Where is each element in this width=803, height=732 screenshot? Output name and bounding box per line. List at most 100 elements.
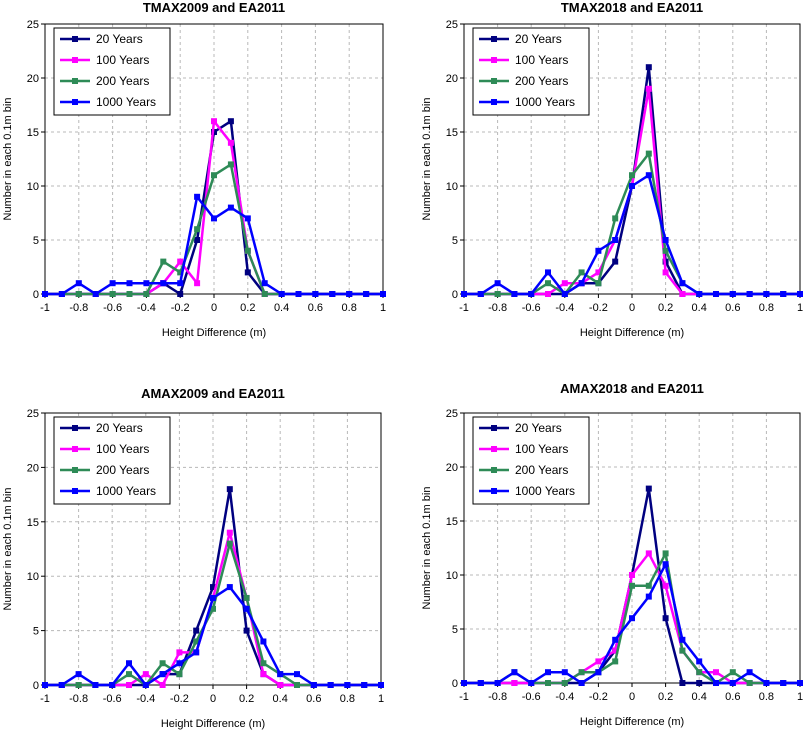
y-axis-label: Number in each 0.1m bin — [421, 487, 433, 610]
x-tick-label: -0.2 — [171, 302, 190, 314]
data-point — [58, 682, 65, 688]
legend-swatch-marker — [72, 36, 78, 42]
chart-panel-4: AMAX2018 and EA2011 -1 -0.8 -0.6 -0.4 -0.2 0 0.… — [421, 381, 803, 728]
y-tick-label: 25 — [446, 408, 458, 420]
x-tick-label: -0.6 — [103, 302, 122, 314]
data-point — [662, 550, 669, 557]
x-tick-label: 0 — [629, 691, 635, 703]
legend-label: 100 Years — [515, 442, 568, 456]
data-point — [477, 680, 484, 686]
data-point — [260, 638, 267, 645]
data-point — [243, 627, 250, 634]
x-tick-label: 0.2 — [240, 302, 255, 314]
data-point — [363, 291, 370, 297]
data-point — [261, 280, 268, 287]
x-tick-label: 1 — [380, 302, 386, 314]
legend-label: 20 Years — [96, 32, 143, 46]
data-point — [612, 647, 619, 654]
data-point — [142, 671, 149, 678]
data-point — [595, 269, 602, 276]
data-point — [42, 682, 48, 688]
data-point — [244, 269, 251, 276]
data-point — [545, 269, 551, 276]
data-point — [75, 291, 82, 297]
data-point — [629, 582, 635, 589]
legend-swatch-marker — [491, 78, 497, 84]
x-tick-label: -0.2 — [589, 302, 608, 314]
data-point — [159, 660, 166, 667]
data-point — [629, 572, 635, 578]
data-point — [194, 193, 201, 200]
x-tick-label: 0.4 — [692, 691, 707, 703]
y-tick-label: 10 — [27, 571, 39, 583]
legend-label: 20 Years — [96, 421, 143, 435]
data-point — [193, 649, 200, 656]
y-tick-label: 20 — [446, 73, 458, 85]
data-point — [696, 669, 703, 676]
chart-panel-2: TMAX2018 and EA2011 -1 -0.8 -0.6 -0.4 -0.2 0 0.… — [421, 0, 803, 339]
legend-swatch-marker — [72, 467, 78, 473]
x-tick-label: 0.2 — [658, 691, 673, 703]
x-tick-label: 0.2 — [658, 302, 673, 314]
data-point — [177, 258, 184, 265]
data-point — [662, 615, 669, 622]
data-point — [713, 291, 719, 297]
data-point — [545, 669, 551, 676]
data-point — [243, 594, 250, 601]
y-tick-label: 10 — [27, 181, 39, 193]
data-point — [729, 291, 736, 297]
data-point — [746, 680, 753, 686]
data-point — [612, 258, 619, 265]
data-point — [797, 291, 803, 297]
data-point — [226, 529, 233, 536]
data-point — [211, 215, 217, 222]
y-tick-label: 5 — [33, 626, 39, 638]
y-tick-label: 15 — [446, 127, 458, 139]
data-point — [177, 280, 184, 287]
legend-label: 20 Years — [515, 32, 562, 46]
legend-swatch-marker — [491, 425, 497, 431]
y-tick-label: 10 — [446, 181, 458, 193]
data-point — [780, 680, 787, 686]
data-point — [461, 680, 467, 686]
legend-swatch-marker — [72, 57, 78, 63]
x-tick-label: -0.6 — [522, 691, 541, 703]
legend-swatch-marker — [72, 425, 78, 431]
x-tick-label: 0 — [629, 302, 635, 314]
legend-label: 1000 Years — [96, 95, 156, 109]
data-point — [561, 280, 568, 287]
x-tick-label: -0.2 — [589, 691, 608, 703]
data-point — [511, 680, 518, 686]
legend-label: 1000 Years — [96, 484, 156, 498]
data-point — [294, 671, 300, 678]
y-axis-label: Number in each 0.1m bin — [2, 488, 14, 611]
x-axis-label: Height Difference (m) — [162, 327, 266, 339]
data-point — [645, 64, 652, 71]
data-point — [679, 280, 686, 287]
data-point — [645, 550, 652, 557]
data-point — [260, 671, 267, 678]
data-point — [58, 291, 65, 297]
data-point — [629, 172, 635, 179]
data-point — [746, 291, 753, 297]
data-point — [595, 247, 602, 254]
y-tick-label: 20 — [446, 462, 458, 474]
y-tick-label: 5 — [452, 624, 458, 636]
data-point — [277, 682, 284, 688]
x-tick-label: 0 — [210, 693, 216, 705]
data-point — [109, 682, 116, 688]
y-tick-label: 20 — [27, 73, 39, 85]
data-point — [763, 291, 770, 297]
data-point — [679, 636, 686, 643]
y-tick-label: 15 — [27, 517, 39, 529]
x-tick-label: 0.8 — [340, 693, 355, 705]
legend-swatch-marker — [491, 57, 497, 63]
data-point — [277, 671, 284, 678]
x-tick-label: -1 — [459, 691, 469, 703]
data-point — [194, 280, 201, 287]
data-point — [578, 669, 585, 676]
data-point — [612, 658, 619, 665]
data-point — [327, 682, 334, 688]
legend-swatch-marker — [72, 99, 78, 105]
